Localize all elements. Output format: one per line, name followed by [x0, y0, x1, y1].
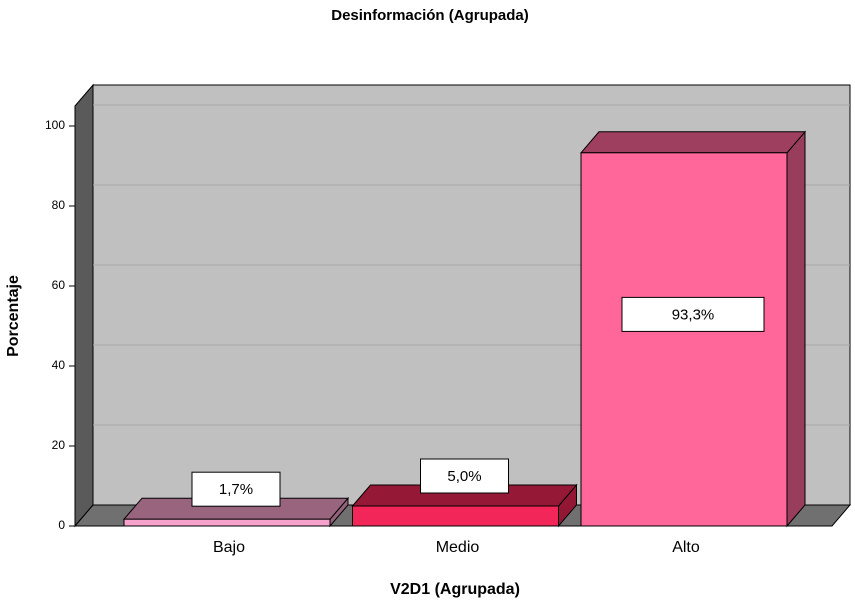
value-label: 5,0% [447, 468, 481, 485]
bar [122, 496, 350, 528]
value-label-box [420, 458, 509, 494]
bar [351, 483, 578, 528]
chart-title: Desinformación (Agrupada) [331, 7, 529, 24]
bar-front [123, 518, 331, 527]
bar-front [352, 505, 559, 527]
bar-front [580, 152, 788, 527]
value-label: 93,3% [672, 306, 715, 323]
x-tick-label: Medio [436, 539, 480, 556]
y-tick-label: 80 [52, 198, 66, 212]
left-wall [74, 83, 94, 528]
x-axis-label: V2D1 (Agrupada) [390, 581, 520, 598]
y-tick-label: 40 [52, 358, 66, 372]
value-label-box [191, 471, 281, 507]
value-label: 1,7% [219, 481, 253, 498]
y-tick-label: 60 [52, 278, 66, 292]
x-tick-label: Bajo [213, 539, 245, 556]
y-tick-label: 20 [52, 438, 66, 452]
value-label-box [621, 296, 765, 332]
y-tick-label: 0 [58, 518, 65, 532]
bar-top [579, 131, 807, 154]
x-tick-label: Alto [672, 539, 700, 556]
y-axis-label: Porcentaje [5, 275, 22, 357]
y-tick-label: 100 [45, 118, 65, 132]
bar [579, 130, 807, 528]
bar-side [786, 130, 806, 528]
